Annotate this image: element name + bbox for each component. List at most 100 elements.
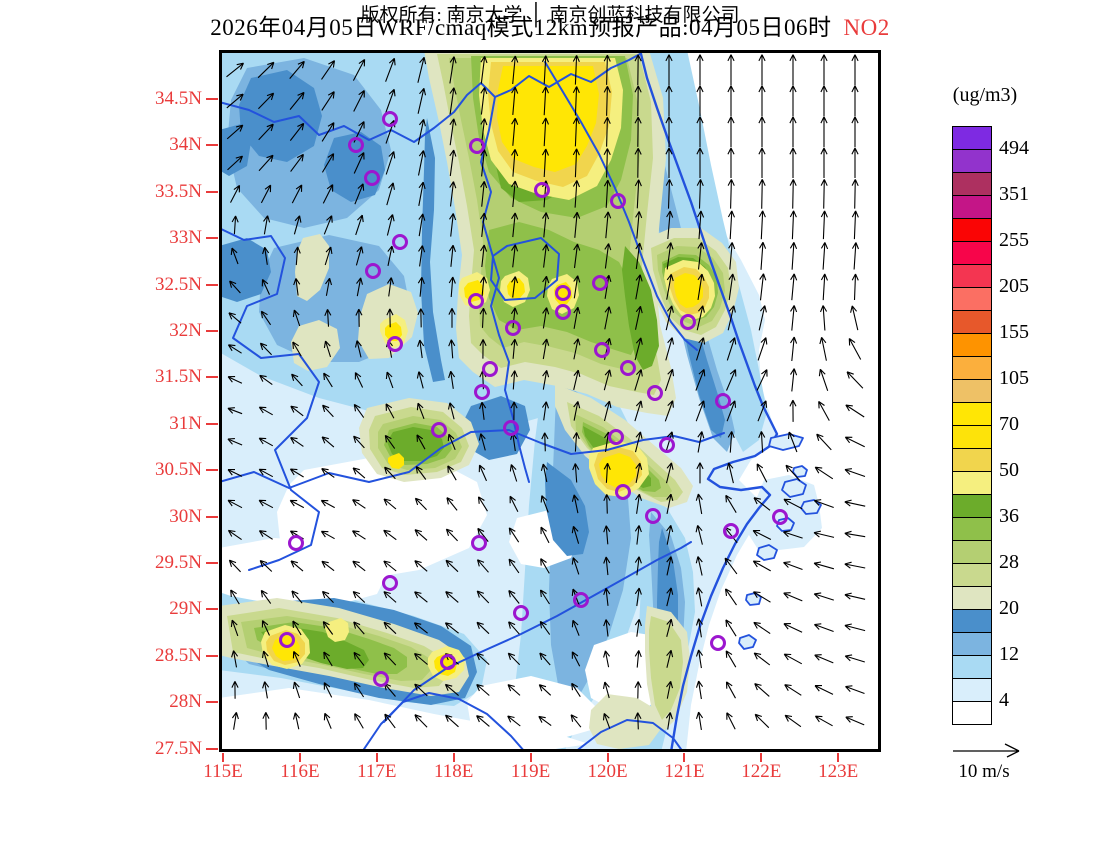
legend-cell: [952, 402, 992, 426]
wind-arrow: [257, 61, 275, 79]
island: [781, 478, 807, 498]
wind-arrow: [851, 116, 859, 148]
wind-arrow: [230, 184, 241, 203]
wind-arrow: [753, 621, 771, 635]
wind-arrow: [813, 499, 834, 509]
wind-arrow: [666, 556, 674, 576]
wind-arrow: [603, 85, 611, 116]
wind-arrow: [844, 623, 866, 632]
contour-blob: [599, 453, 636, 488]
wind-arrow: [851, 242, 860, 270]
wind-arrow: [758, 147, 766, 178]
wind-arrow: [418, 181, 426, 206]
wind-arrow: [477, 496, 488, 512]
contour-blob: [219, 238, 271, 302]
wind-arrow: [754, 713, 770, 729]
wind-arrow: [603, 148, 611, 178]
city-marker: [615, 484, 631, 500]
lat-axis-tick: [206, 608, 218, 611]
wind-arrow: [478, 433, 486, 451]
wind-arrow: [541, 432, 549, 452]
wind-arrow: [354, 372, 364, 388]
wind-arrow: [449, 118, 457, 146]
wind-arrow: [476, 652, 490, 666]
wind-arrow: [572, 463, 580, 483]
wind-arrow: [783, 498, 803, 510]
wind-arrow: [353, 403, 365, 418]
wind-arrow: [227, 438, 243, 446]
wind-arrow: [355, 308, 363, 327]
wind-arrow: [352, 530, 366, 540]
city-marker: [471, 535, 487, 551]
wind-arrow: [572, 148, 580, 178]
wind-arrow: [789, 242, 798, 270]
wind-arrow: [417, 119, 426, 145]
contour-blob: [507, 278, 525, 300]
wind-arrow: [845, 716, 865, 726]
wind-arrow: [664, 368, 675, 391]
wind-arrow: [819, 305, 828, 331]
city-marker: [482, 361, 498, 377]
wind-arrow: [292, 309, 301, 327]
wind-arrow: [726, 337, 737, 361]
wind-arrow: [445, 528, 458, 542]
wind-arrow: [603, 117, 611, 147]
wind-arrow: [820, 242, 829, 270]
lat-axis-tick: [206, 469, 218, 472]
wind-arrow: [540, 526, 550, 544]
wind-arrow: [573, 369, 581, 391]
wind-arrow: [666, 493, 674, 515]
wind-arrow: [416, 371, 424, 389]
lon-axis-label: 119E: [510, 761, 551, 782]
wind-arrow: [449, 149, 457, 177]
lat-axis-tick: [206, 701, 218, 704]
wind-arrow: [542, 212, 550, 238]
legend-cell: [952, 333, 992, 357]
wind-arrow: [507, 684, 521, 696]
legend-value-label: 50: [999, 459, 1019, 481]
wind-arrow: [604, 306, 612, 330]
wind-arrow: [814, 654, 834, 664]
city-marker: [279, 632, 295, 648]
lon-axis-tick: [222, 753, 224, 762]
wind-arrow: [728, 242, 736, 270]
wind-arrow: [603, 556, 611, 576]
wind-arrow: [727, 147, 735, 178]
wind-arrow: [480, 181, 488, 207]
wind-arrow: [321, 436, 335, 448]
wind-arrow: [449, 213, 457, 237]
wind-reference-arrow-icon: [953, 743, 1020, 758]
legend-cell: [952, 540, 992, 564]
legend-cell: [952, 563, 992, 587]
wind-arrow: [260, 184, 272, 204]
wind-arrow: [227, 155, 244, 171]
city-marker: [505, 320, 521, 336]
wind-arrow: [573, 243, 581, 269]
boundaries-layer: [219, 50, 822, 752]
wind-arrow: [572, 432, 580, 452]
contour-blob: [387, 427, 444, 461]
wind-arrow: [230, 247, 239, 265]
wind-arrow: [572, 117, 580, 147]
wind-arrow: [851, 210, 859, 240]
wind-arrow: [293, 246, 301, 266]
wind-arrow: [352, 590, 366, 603]
city-marker: [573, 592, 589, 608]
legend-value-label: 12: [999, 643, 1019, 665]
wind-arrow: [480, 149, 488, 177]
wind-arrow: [758, 431, 766, 453]
wind-arrow: [666, 273, 674, 300]
province-boundary: [219, 227, 320, 571]
wind-arrow: [851, 54, 859, 86]
wind-arrow: [477, 527, 489, 542]
wind-arrow: [322, 621, 334, 635]
wind-arrow: [449, 181, 457, 207]
wind-arrow: [262, 681, 270, 699]
lon-axis-tick: [760, 753, 763, 762]
contour-blob: [545, 462, 589, 556]
wind-arrow: [231, 215, 239, 235]
wind-arrow: [695, 649, 704, 669]
city-marker: [680, 314, 696, 330]
legend-value-label: 494: [999, 137, 1029, 159]
wind-arrow: [418, 245, 426, 267]
